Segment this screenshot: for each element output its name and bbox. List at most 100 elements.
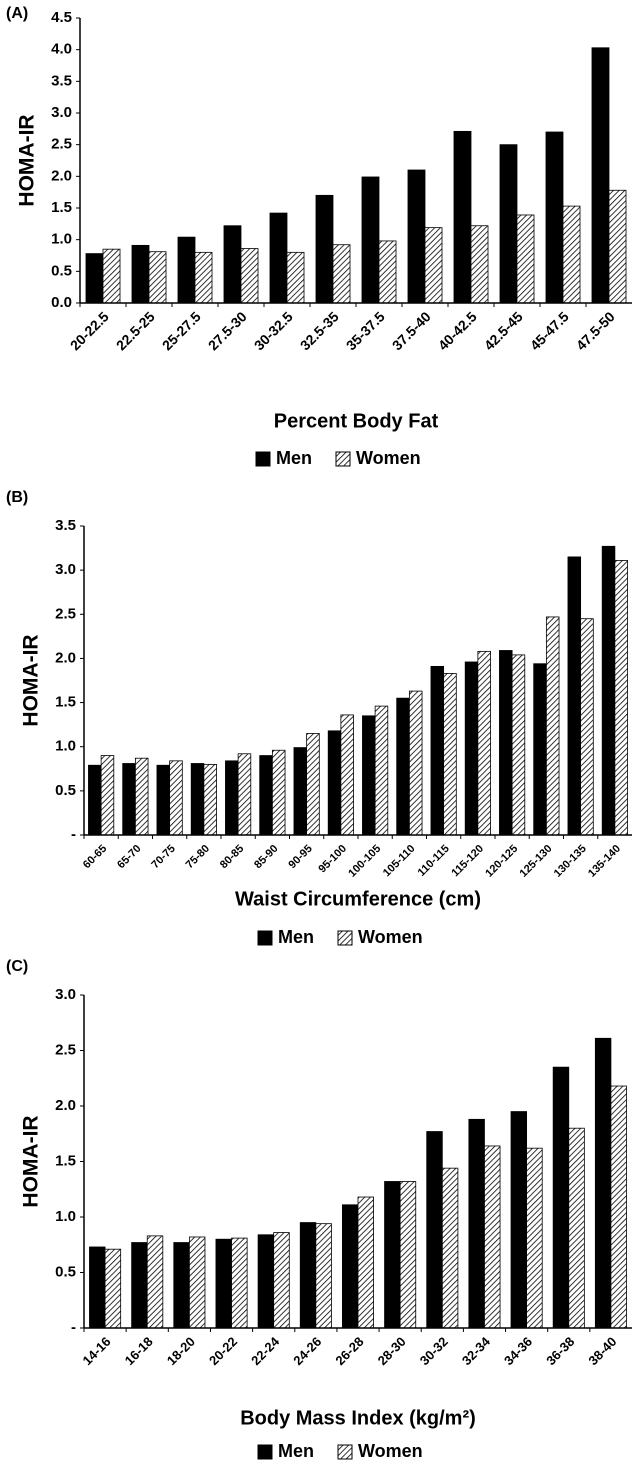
x-tick-label: 37.5-40 [389, 308, 434, 353]
y-axis-label: HOMA-IR [20, 634, 43, 726]
x-tick-label: 32.5-35 [297, 308, 342, 353]
bar [511, 654, 526, 836]
y-tick-label: 3.5 [55, 517, 76, 534]
x-tick-label: 75-80 [184, 843, 212, 871]
y-tick-label: 1.0 [51, 231, 72, 248]
legend-swatch [257, 930, 273, 946]
y-tick-label: 1.0 [55, 738, 76, 755]
y-tick-label: 2.0 [55, 649, 76, 666]
x-tick-label: 20-22 [206, 1334, 240, 1368]
y-tick-label: 2.5 [51, 136, 72, 153]
x-tick-label: 65-70 [115, 843, 143, 871]
bar [223, 225, 242, 304]
x-tick-label: 120-125 [483, 843, 520, 880]
bar [203, 763, 217, 836]
x-tick-label: 42.5-45 [481, 308, 526, 353]
y-tick-label: 0.0 [51, 294, 72, 311]
x-axis-label: Waist Circumference (cm) [235, 888, 481, 910]
x-tick-label: 40-42.5 [435, 308, 480, 353]
bar [453, 130, 472, 304]
y-tick-label: 1.5 [55, 1152, 76, 1169]
x-tick-label: 16-18 [122, 1334, 156, 1368]
bar [332, 244, 351, 304]
bar [361, 176, 380, 304]
bar [567, 556, 582, 836]
y-tick-label: 3.0 [55, 561, 76, 578]
bar [441, 1167, 459, 1329]
y-tick-label: 1.0 [55, 1208, 76, 1225]
x-axis-label: Body Mass Index (kg/m²) [240, 1407, 476, 1429]
y-tick-label: 4.5 [51, 9, 72, 26]
bar [378, 240, 397, 304]
bar [477, 650, 491, 836]
bar [271, 749, 286, 836]
x-tick-label: 100-105 [346, 843, 383, 880]
x-tick-label: 27.5-30 [205, 308, 250, 353]
bar [430, 665, 445, 836]
bar [269, 212, 288, 304]
bar [499, 144, 518, 304]
bar [240, 248, 259, 304]
x-tick-label: 25-27.5 [159, 308, 204, 353]
bar [399, 1181, 417, 1329]
x-tick-label: 70-75 [149, 843, 177, 871]
bar [190, 763, 205, 836]
bar [396, 697, 410, 836]
x-tick-label: 22.5-25 [113, 308, 158, 353]
bar [299, 1222, 317, 1329]
bar [594, 1037, 612, 1329]
x-tick-label: 18-20 [164, 1334, 198, 1368]
bar [225, 760, 239, 836]
bar [591, 47, 610, 304]
bar [362, 715, 376, 836]
bar [146, 1235, 164, 1329]
bar [614, 560, 628, 836]
bar [100, 755, 115, 836]
x-tick-label: 30-32.5 [251, 308, 296, 353]
y-tick-label: 1.5 [51, 199, 72, 216]
x-tick-label: 115-120 [449, 843, 486, 880]
legend-label: Men [278, 1441, 314, 1461]
bar [259, 755, 273, 836]
panel-label: (B) [6, 489, 28, 506]
y-axis-label: HOMA-IR [16, 114, 39, 206]
bar [306, 733, 320, 836]
bar [231, 1237, 248, 1329]
bar [568, 1127, 585, 1329]
y-tick-label: 2.0 [55, 1097, 76, 1114]
bar [510, 1111, 528, 1329]
y-tick-label: 0.5 [55, 1263, 76, 1280]
bar [315, 194, 334, 304]
bar [545, 131, 564, 304]
x-tick-label: 24-26 [290, 1334, 324, 1368]
y-tick-label: 2.5 [55, 605, 76, 622]
x-tick-label: 95-100 [316, 843, 349, 876]
x-tick-label: 34-36 [501, 1334, 535, 1368]
bar [499, 650, 513, 836]
bar [533, 663, 547, 836]
bar [610, 1085, 627, 1329]
legend-swatch [335, 451, 351, 467]
legend-label: Women [358, 1441, 423, 1461]
legend-swatch [337, 1444, 353, 1460]
x-tick-label: 26-28 [332, 1334, 366, 1368]
bar [134, 757, 149, 836]
x-tick-label: 47.5-50 [573, 308, 618, 353]
bar [374, 705, 389, 836]
bar [468, 1118, 485, 1329]
bar [194, 251, 213, 304]
bar [148, 251, 167, 304]
y-tick-label: 0.5 [55, 782, 76, 799]
x-tick-label: 80-85 [218, 843, 246, 871]
bar [424, 227, 443, 304]
bar [580, 618, 594, 836]
bar [188, 1236, 206, 1329]
x-tick-label: 45-47.5 [527, 308, 572, 353]
y-tick-label: 3.0 [55, 986, 76, 1003]
bar [286, 251, 305, 304]
bar [156, 764, 171, 836]
bar [122, 763, 136, 836]
bar [85, 253, 104, 304]
bar [131, 244, 150, 304]
